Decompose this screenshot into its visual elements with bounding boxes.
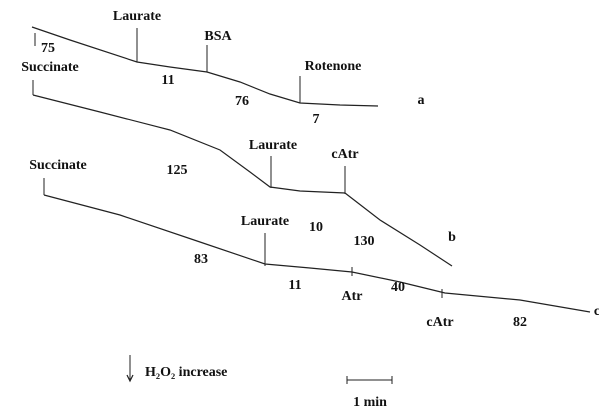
rate-label: 75 xyxy=(41,41,55,56)
arrow-label: H₂O₂ increase xyxy=(145,365,227,380)
event-label: Atr xyxy=(342,289,363,304)
rate-label: 76 xyxy=(235,94,249,109)
trace-letter: c xyxy=(594,304,599,319)
trace-c xyxy=(43,194,591,313)
rate-label: 7 xyxy=(313,112,320,127)
event-label: Laurate xyxy=(113,9,161,24)
event-label: Succinate xyxy=(21,60,79,75)
event-label: Succinate xyxy=(29,158,87,173)
trace-a xyxy=(31,26,379,107)
event-label: cAtr xyxy=(331,147,358,162)
rate-label: 10 xyxy=(309,220,323,235)
event-label: BSA xyxy=(204,29,232,44)
scale-label: 1 min xyxy=(353,395,387,410)
rate-label: 40 xyxy=(391,280,405,295)
event-label: Laurate xyxy=(241,214,289,229)
trace-letter: b xyxy=(448,230,456,245)
event-label: Rotenone xyxy=(305,59,362,74)
rate-label: 11 xyxy=(288,278,301,293)
rate-label: 125 xyxy=(167,163,188,178)
rate-label: 82 xyxy=(513,315,527,330)
rate-label: 11 xyxy=(161,73,174,88)
event-label: cAtr xyxy=(426,315,453,330)
trace-letter: a xyxy=(418,93,425,108)
rate-label: 130 xyxy=(354,234,375,249)
trace-b xyxy=(32,94,453,267)
event-label: Laurate xyxy=(249,138,297,153)
rate-label: 83 xyxy=(194,252,208,267)
arrow-head xyxy=(126,374,134,383)
